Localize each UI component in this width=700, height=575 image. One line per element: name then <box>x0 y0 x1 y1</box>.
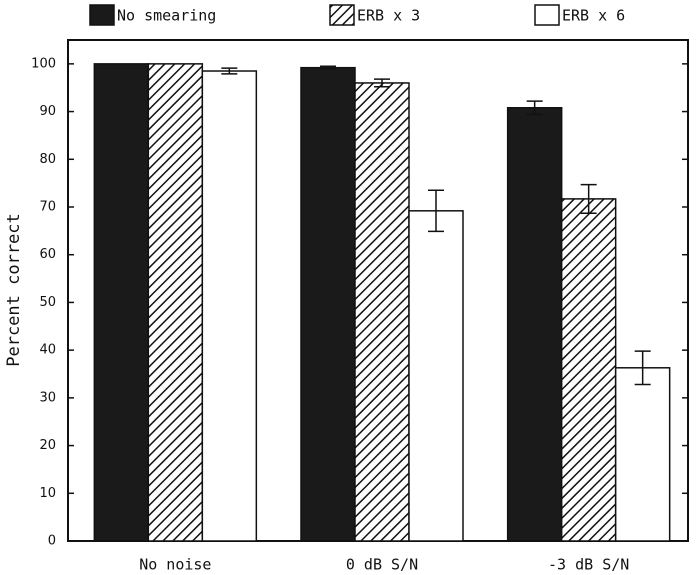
bar <box>506 107 563 542</box>
legend-label: ERB x 3 <box>357 7 420 25</box>
bar <box>560 198 617 542</box>
x-tick-label: 0 dB S/N <box>346 556 418 574</box>
y-tick-label: 60 <box>39 247 56 262</box>
y-tick-label: 30 <box>39 390 56 405</box>
error-bar <box>374 78 390 88</box>
y-tick-label: 90 <box>39 104 56 119</box>
bar <box>147 63 204 542</box>
bar <box>408 210 464 542</box>
y-tick-label: 10 <box>39 486 56 501</box>
legend-label: ERB x 6 <box>562 7 625 25</box>
y-tick-label: 0 <box>48 534 56 549</box>
bar <box>614 367 671 542</box>
error-bar <box>221 67 238 75</box>
bar <box>354 82 410 542</box>
legend-swatch <box>89 4 115 26</box>
y-tick-label: 20 <box>39 438 56 453</box>
y-tick-label: 100 <box>31 56 56 71</box>
y-tick-label: 50 <box>39 295 56 310</box>
x-tick-label: No noise <box>139 556 211 574</box>
legend-label: No smearing <box>117 7 216 25</box>
error-bar <box>526 100 543 116</box>
y-axis-label: Percent correct <box>4 213 24 367</box>
legend-swatch <box>534 4 560 26</box>
bar <box>201 70 258 542</box>
bar <box>93 63 150 542</box>
legend-swatch <box>329 4 355 26</box>
y-tick-label: 70 <box>39 200 56 215</box>
error-bar <box>580 183 597 214</box>
error-bar <box>320 65 336 70</box>
bar <box>300 66 356 542</box>
error-bar <box>428 189 444 233</box>
x-tick-label: -3 dB S/N <box>548 556 629 574</box>
error-bar <box>634 350 651 386</box>
y-tick-label: 80 <box>39 152 56 167</box>
y-tick-label: 40 <box>39 343 56 358</box>
